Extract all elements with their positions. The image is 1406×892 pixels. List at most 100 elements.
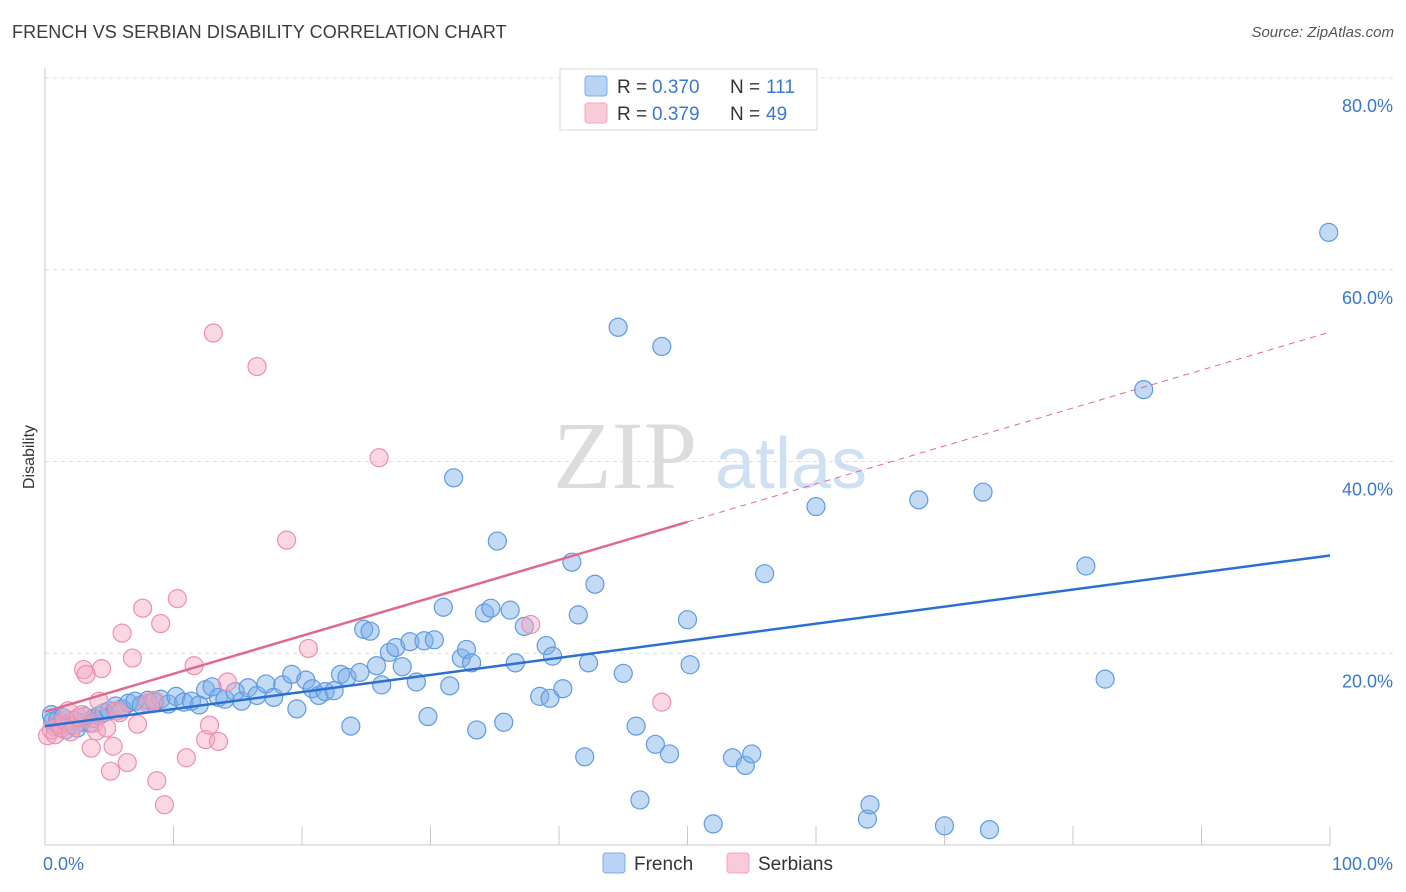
serbians-point <box>81 738 101 758</box>
legend-french-r-label: R = <box>617 77 647 98</box>
french-point <box>934 816 955 836</box>
french-point <box>536 635 556 656</box>
serbians-point <box>167 589 187 609</box>
source-label: Source: ZipAtlas.com <box>1251 24 1394 41</box>
serbians-point <box>100 761 121 781</box>
serbians-point <box>133 598 153 618</box>
watermark-zip: ZIP <box>553 402 697 509</box>
french-point <box>659 744 680 764</box>
legend-swatch-french <box>584 75 608 97</box>
french-point <box>652 336 672 357</box>
french-point <box>386 637 406 658</box>
french-point <box>613 663 633 683</box>
legend-french-r-value: 0.370 <box>652 77 700 98</box>
serbians-point <box>276 530 297 550</box>
legend-serbians-n-value: 49 <box>766 104 787 125</box>
legend-swatch-serbians <box>584 102 608 124</box>
serbians-point <box>127 714 148 734</box>
french-point <box>568 605 588 625</box>
french-point <box>282 664 302 684</box>
legend-french-n-value: 111 <box>766 77 795 98</box>
serbians-trendline <box>44 520 688 713</box>
serbians-point <box>203 323 223 343</box>
french-point <box>440 676 460 696</box>
french-point <box>585 574 605 594</box>
serbians-point <box>91 658 112 679</box>
french-point <box>1095 669 1115 689</box>
french-point <box>735 755 755 776</box>
french-point <box>462 653 482 673</box>
serbians-point <box>117 752 137 773</box>
french-point <box>500 600 520 620</box>
french-point <box>202 677 222 697</box>
french-point <box>372 675 392 695</box>
legend-serbians-r-label: R = <box>617 104 647 125</box>
serbians-point <box>176 748 196 768</box>
legend-serbians-r-value: 0.379 <box>652 104 700 125</box>
french-point <box>444 468 464 488</box>
bottom-legend-swatch-serbians <box>726 852 750 874</box>
french-point <box>494 712 514 732</box>
y-axis-title: Disability <box>21 425 38 489</box>
french-point <box>742 744 762 764</box>
y-tick-label: 80.0% <box>1342 96 1393 116</box>
bottom-legend: French Serbians <box>602 852 833 875</box>
french-point <box>578 653 599 673</box>
french-point <box>392 657 412 677</box>
french-point <box>481 598 501 618</box>
french-point <box>414 631 434 651</box>
french-point <box>360 621 380 641</box>
legend-french-n-label: N = <box>730 77 760 98</box>
serbians-point <box>652 692 672 712</box>
legend-serbians-n-label: N = <box>730 104 760 125</box>
serbians-point <box>151 613 171 634</box>
gridlines <box>45 77 1393 654</box>
bottom-legend-serbians: Serbians <box>758 854 833 875</box>
french-point <box>979 820 1000 840</box>
french-points <box>41 222 1339 840</box>
french-point <box>166 686 186 706</box>
french-point <box>806 496 826 517</box>
watermark-atlas: atlas <box>715 424 867 504</box>
serbians-trendline-extension <box>687 331 1331 523</box>
french-point <box>857 809 878 829</box>
french-point <box>973 482 993 502</box>
french-point <box>553 679 573 699</box>
serbians-point <box>298 638 319 659</box>
serbians-point <box>369 448 389 468</box>
serbians-point <box>147 771 167 791</box>
french-point <box>540 688 560 708</box>
french-point <box>1319 222 1339 242</box>
french-point <box>424 630 444 650</box>
french-point <box>608 317 628 337</box>
chart-title: FRENCH VS SERBIAN DISABILITY CORRELATION… <box>12 22 507 42</box>
serbians-point <box>154 795 175 815</box>
french-point <box>341 716 361 736</box>
serbians-point <box>208 731 229 752</box>
axes <box>44 68 1331 846</box>
french-point <box>487 531 507 551</box>
serbians-point <box>199 715 220 735</box>
french-point <box>1076 556 1096 576</box>
bottom-legend-swatch-french <box>602 852 626 874</box>
french-point <box>287 699 307 719</box>
y-tick-label: 60.0% <box>1342 288 1393 308</box>
french-point <box>754 564 775 584</box>
french-point <box>433 597 453 617</box>
french-point <box>324 681 344 701</box>
french-point <box>860 795 880 815</box>
serbians-point <box>217 672 238 692</box>
french-point <box>467 720 487 740</box>
french-point <box>703 814 723 834</box>
serbians-point <box>112 623 132 643</box>
french-point <box>366 656 387 676</box>
x-tick-label-min: 0.0% <box>43 854 84 874</box>
french-point <box>400 632 420 652</box>
french-point <box>630 790 650 810</box>
y-tick-label: 40.0% <box>1342 480 1393 500</box>
x-tick-label-max: 100.0% <box>1332 854 1393 874</box>
serbians-point <box>97 718 117 738</box>
serbians-point <box>247 356 267 377</box>
french-point <box>677 610 698 630</box>
